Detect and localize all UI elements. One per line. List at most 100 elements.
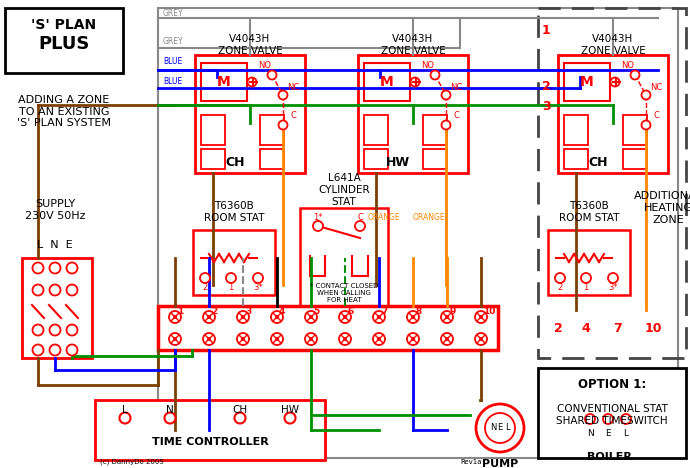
Bar <box>580 405 638 447</box>
Text: L  N  E: L N E <box>37 240 73 250</box>
Circle shape <box>485 413 515 443</box>
Text: E: E <box>605 429 611 438</box>
Bar <box>5 8 123 73</box>
Circle shape <box>253 273 263 283</box>
Text: 10: 10 <box>483 307 495 315</box>
Text: 2: 2 <box>542 80 551 93</box>
Circle shape <box>411 337 415 341</box>
Circle shape <box>203 333 215 345</box>
Text: ORANGE: ORANGE <box>368 212 401 221</box>
Text: N: N <box>586 429 593 438</box>
Text: L: L <box>122 405 128 415</box>
Bar <box>260 149 284 169</box>
Circle shape <box>377 315 381 319</box>
Bar <box>548 230 630 295</box>
Bar <box>22 258 92 358</box>
Text: M: M <box>217 75 231 89</box>
Circle shape <box>284 412 295 424</box>
Text: NC: NC <box>450 82 462 92</box>
Bar <box>364 63 410 101</box>
Circle shape <box>241 337 245 341</box>
Text: NO: NO <box>622 60 635 70</box>
Text: N: N <box>166 405 174 415</box>
Text: BLUE: BLUE <box>163 58 182 66</box>
Bar <box>158 8 678 458</box>
Circle shape <box>442 120 451 130</box>
Text: HW: HW <box>386 156 410 169</box>
Circle shape <box>480 315 483 319</box>
Circle shape <box>66 263 77 273</box>
Circle shape <box>344 315 346 319</box>
Circle shape <box>50 344 61 356</box>
Circle shape <box>475 333 487 345</box>
Text: 7: 7 <box>613 322 622 335</box>
Circle shape <box>119 412 130 424</box>
Circle shape <box>585 414 595 424</box>
Bar <box>564 115 588 145</box>
Text: PUMP: PUMP <box>482 459 518 468</box>
Text: T6360B
ROOM STAT: T6360B ROOM STAT <box>559 201 619 223</box>
Circle shape <box>373 333 385 345</box>
Text: ADDING A ZONE
TO AN EXISTING
'S' PLAN SYSTEM: ADDING A ZONE TO AN EXISTING 'S' PLAN SY… <box>17 95 111 128</box>
Text: 2: 2 <box>553 322 562 335</box>
Text: GREY: GREY <box>163 37 184 46</box>
Text: 3: 3 <box>542 100 551 112</box>
Circle shape <box>339 311 351 323</box>
Text: 4: 4 <box>582 322 591 335</box>
Text: BOILER: BOILER <box>586 452 631 462</box>
Circle shape <box>207 315 210 319</box>
Circle shape <box>480 337 483 341</box>
Text: L: L <box>504 424 509 432</box>
Circle shape <box>268 71 277 80</box>
Text: 7: 7 <box>381 307 387 315</box>
Circle shape <box>355 221 365 231</box>
Circle shape <box>476 404 524 452</box>
Circle shape <box>305 311 317 323</box>
Circle shape <box>309 315 313 319</box>
Circle shape <box>203 311 215 323</box>
Bar <box>538 368 686 458</box>
Text: Rev1a: Rev1a <box>460 459 482 465</box>
Text: V4043H
ZONE VALVE: V4043H ZONE VALVE <box>381 34 445 56</box>
Text: 8: 8 <box>415 307 422 315</box>
Circle shape <box>235 412 246 424</box>
Circle shape <box>279 90 288 100</box>
Text: C: C <box>653 110 659 119</box>
Bar <box>158 306 498 350</box>
Text: PLUS: PLUS <box>39 35 90 53</box>
Circle shape <box>339 333 351 345</box>
Bar <box>300 208 388 326</box>
Text: 'S' PLAN: 'S' PLAN <box>32 18 97 32</box>
Text: * CONTACT CLOSED
WHEN CALLING
FOR HEAT: * CONTACT CLOSED WHEN CALLING FOR HEAT <box>310 283 378 303</box>
Text: HW: HW <box>281 405 299 415</box>
Text: 5: 5 <box>313 307 319 315</box>
Bar <box>623 149 647 169</box>
Text: 3: 3 <box>245 307 251 315</box>
Circle shape <box>32 285 43 295</box>
Text: 1: 1 <box>542 23 551 37</box>
Text: ADDITIONAL
HEATING
ZONE: ADDITIONAL HEATING ZONE <box>633 191 690 225</box>
Text: L641A
CYLINDER
STAT: L641A CYLINDER STAT <box>318 174 370 206</box>
Circle shape <box>169 333 181 345</box>
Text: C: C <box>453 110 459 119</box>
Text: 1*: 1* <box>313 213 323 222</box>
Circle shape <box>431 71 440 80</box>
Bar <box>195 55 305 173</box>
Circle shape <box>475 311 487 323</box>
Text: OPTION 1:: OPTION 1: <box>578 379 646 392</box>
Circle shape <box>581 273 591 283</box>
Circle shape <box>309 337 313 341</box>
Text: 3*: 3* <box>608 283 618 292</box>
Circle shape <box>271 311 283 323</box>
Text: ORANGE: ORANGE <box>413 212 446 221</box>
Circle shape <box>207 337 210 341</box>
Circle shape <box>169 311 181 323</box>
Text: 2: 2 <box>211 307 217 315</box>
Circle shape <box>66 344 77 356</box>
Text: C: C <box>290 110 296 119</box>
Bar <box>423 115 447 145</box>
Circle shape <box>611 78 620 87</box>
Text: T6360B
ROOM STAT: T6360B ROOM STAT <box>204 201 264 223</box>
Circle shape <box>608 273 618 283</box>
Circle shape <box>275 337 279 341</box>
